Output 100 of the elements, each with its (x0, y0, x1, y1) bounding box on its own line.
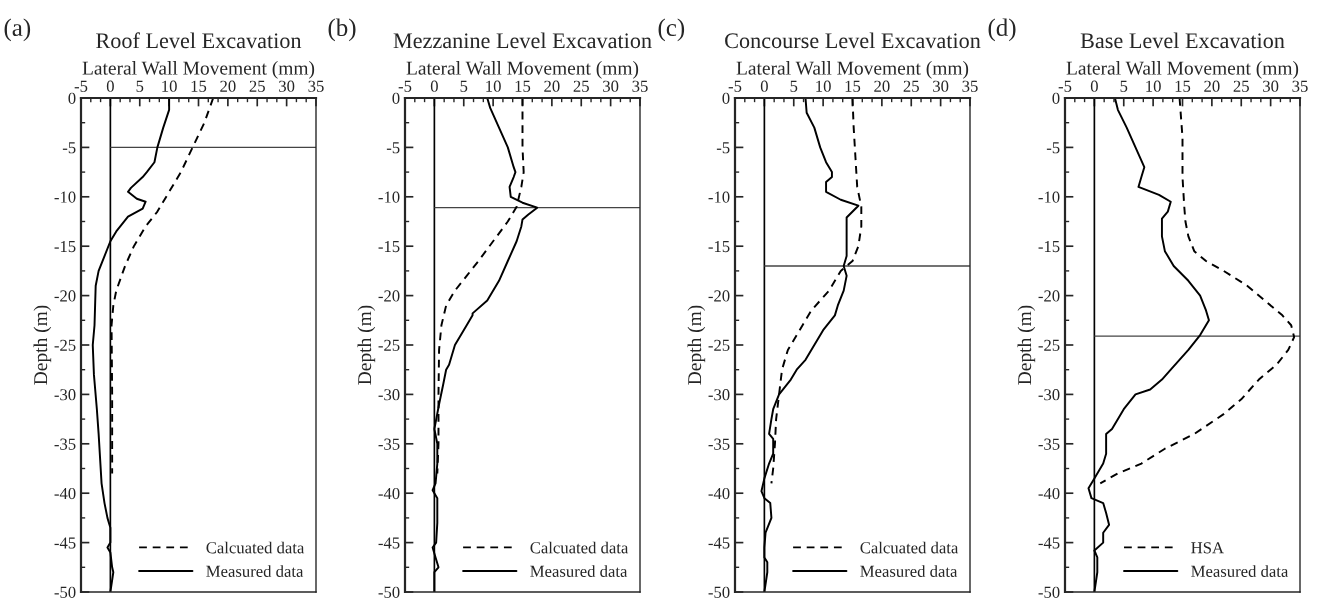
x-axis-title: Lateral Wall Movement (mm) (736, 61, 969, 79)
y-axis-title: Depth (m) (357, 305, 376, 385)
x-tick-label: 0 (430, 80, 438, 92)
y-axis-title: Depth (m) (687, 305, 706, 385)
x-tick-label: 0 (1090, 80, 1098, 92)
y-tick-label: -5 (1046, 142, 1060, 154)
y-tick-label: -25 (708, 339, 730, 351)
text: (c) (658, 18, 685, 42)
y-tick-label: -50 (54, 586, 76, 598)
y-tick-label: -35 (708, 438, 730, 450)
text: (a) (4, 18, 31, 42)
x-tick-label: 30 (279, 80, 295, 92)
x-tick-label: 25 (573, 80, 589, 92)
y-tick-label: -50 (708, 586, 730, 598)
y-tick-label: -10 (378, 191, 400, 203)
legend-label: Measured data (206, 565, 304, 577)
x-tick-label: 35 (632, 80, 648, 92)
y-tick-label: -40 (54, 487, 76, 500)
y-tick-label: -35 (378, 438, 400, 450)
y-tick-label: -30 (378, 389, 400, 401)
y-tick-label: 0 (68, 92, 76, 104)
y-tick-label: -45 (708, 537, 730, 549)
legend-label: Measured data (530, 565, 628, 577)
y-tick-label: 0 (392, 92, 400, 104)
y-tick-label: -30 (708, 389, 730, 401)
y-tick-label: -45 (378, 537, 400, 549)
x-tick-label: 30 (933, 80, 949, 92)
y-tick-label: -30 (1038, 389, 1060, 401)
x-tick-label: -5 (1058, 80, 1072, 92)
y-tick-label: -40 (1038, 487, 1060, 500)
chart-title: Mezzanine Level Excavation (393, 32, 652, 49)
x-tick-label: 10 (162, 80, 177, 92)
y-tick-label: -5 (386, 142, 400, 154)
x-tick-label: 35 (308, 80, 324, 92)
y-axis-title: Depth (m) (33, 305, 52, 385)
x-axis-title: Lateral Wall Movement (mm) (82, 61, 315, 79)
x-tick-label: -5 (728, 80, 742, 92)
y-axis-title: Depth (m) (1017, 305, 1036, 385)
y-tick-label: -25 (1038, 339, 1060, 351)
y-tick-label: -35 (54, 438, 76, 450)
x-tick-label: 5 (136, 80, 144, 92)
x-tick-label: 10 (816, 80, 831, 92)
x-tick-label: 30 (603, 80, 619, 92)
x-tick-label: 25 (1233, 80, 1249, 92)
x-tick-label: 5 (1120, 80, 1128, 92)
chart-title: Roof Level Excavation (96, 32, 302, 49)
legend-label: Measured data (860, 565, 958, 577)
y-tick-label: -50 (1038, 586, 1060, 598)
y-tick-label: 0 (1052, 92, 1060, 104)
y-tick-label: -15 (708, 240, 730, 253)
y-tick-label: -25 (378, 339, 400, 351)
y-tick-label: -45 (54, 537, 76, 549)
x-tick-label: 0 (106, 80, 114, 92)
x-tick-label: 15 (191, 80, 207, 92)
x-tick-label: 15 (845, 80, 861, 92)
y-tick-label: -50 (378, 586, 400, 598)
y-tick-label: -10 (1038, 191, 1060, 203)
x-tick-label: 5 (460, 80, 468, 92)
y-tick-label: -30 (54, 389, 76, 401)
legend-label: HSA (1191, 542, 1224, 554)
x-tick-label: 25 (903, 80, 919, 92)
y-tick-label: -25 (54, 339, 76, 351)
x-tick-label: 20 (874, 80, 890, 92)
x-tick-label: -5 (74, 80, 88, 92)
x-tick-label: 20 (220, 80, 236, 92)
legend-label: Measured data (1191, 565, 1289, 577)
x-tick-label: 5 (790, 80, 798, 92)
x-tick-label: 35 (962, 80, 978, 92)
y-tick-label: -10 (54, 191, 76, 203)
y-tick-label: -5 (62, 142, 76, 154)
x-tick-label: 15 (1175, 80, 1191, 92)
chart-title: Concourse Level Excavation (725, 32, 981, 49)
y-tick-label: -40 (378, 487, 400, 500)
y-tick-label: -15 (1038, 240, 1060, 253)
y-tick-label: -20 (708, 290, 730, 302)
y-tick-label: 0 (722, 92, 730, 104)
y-tick-label: -45 (1038, 537, 1060, 549)
y-tick-label: -20 (1038, 290, 1060, 302)
y-tick-label: -15 (378, 240, 400, 253)
x-tick-label: 20 (544, 80, 560, 92)
x-tick-label: 0 (760, 80, 768, 92)
x-tick-label: 25 (249, 80, 265, 92)
text: (d) (988, 18, 1016, 42)
legend-label: Calcuated data (206, 541, 305, 554)
x-tick-label: 30 (1263, 80, 1279, 92)
x-tick-label: 15 (515, 80, 531, 92)
x-tick-label: -5 (398, 80, 412, 92)
y-tick-label: -10 (708, 191, 730, 203)
x-tick-label: 35 (1292, 80, 1308, 92)
y-tick-label: -15 (54, 240, 76, 253)
y-tick-label: -40 (708, 487, 730, 500)
x-axis-title: Lateral Wall Movement (mm) (1066, 61, 1299, 79)
text: (b) (328, 18, 356, 42)
x-tick-label: 10 (486, 80, 501, 92)
x-tick-label: 20 (1204, 80, 1220, 92)
legend-label: Calcuated data (530, 541, 629, 554)
x-axis-title: Lateral Wall Movement (mm) (406, 61, 639, 79)
y-tick-label: -20 (54, 290, 76, 302)
chart-title: Base Level Excavation (1080, 32, 1285, 49)
x-tick-label: 10 (1146, 80, 1161, 92)
